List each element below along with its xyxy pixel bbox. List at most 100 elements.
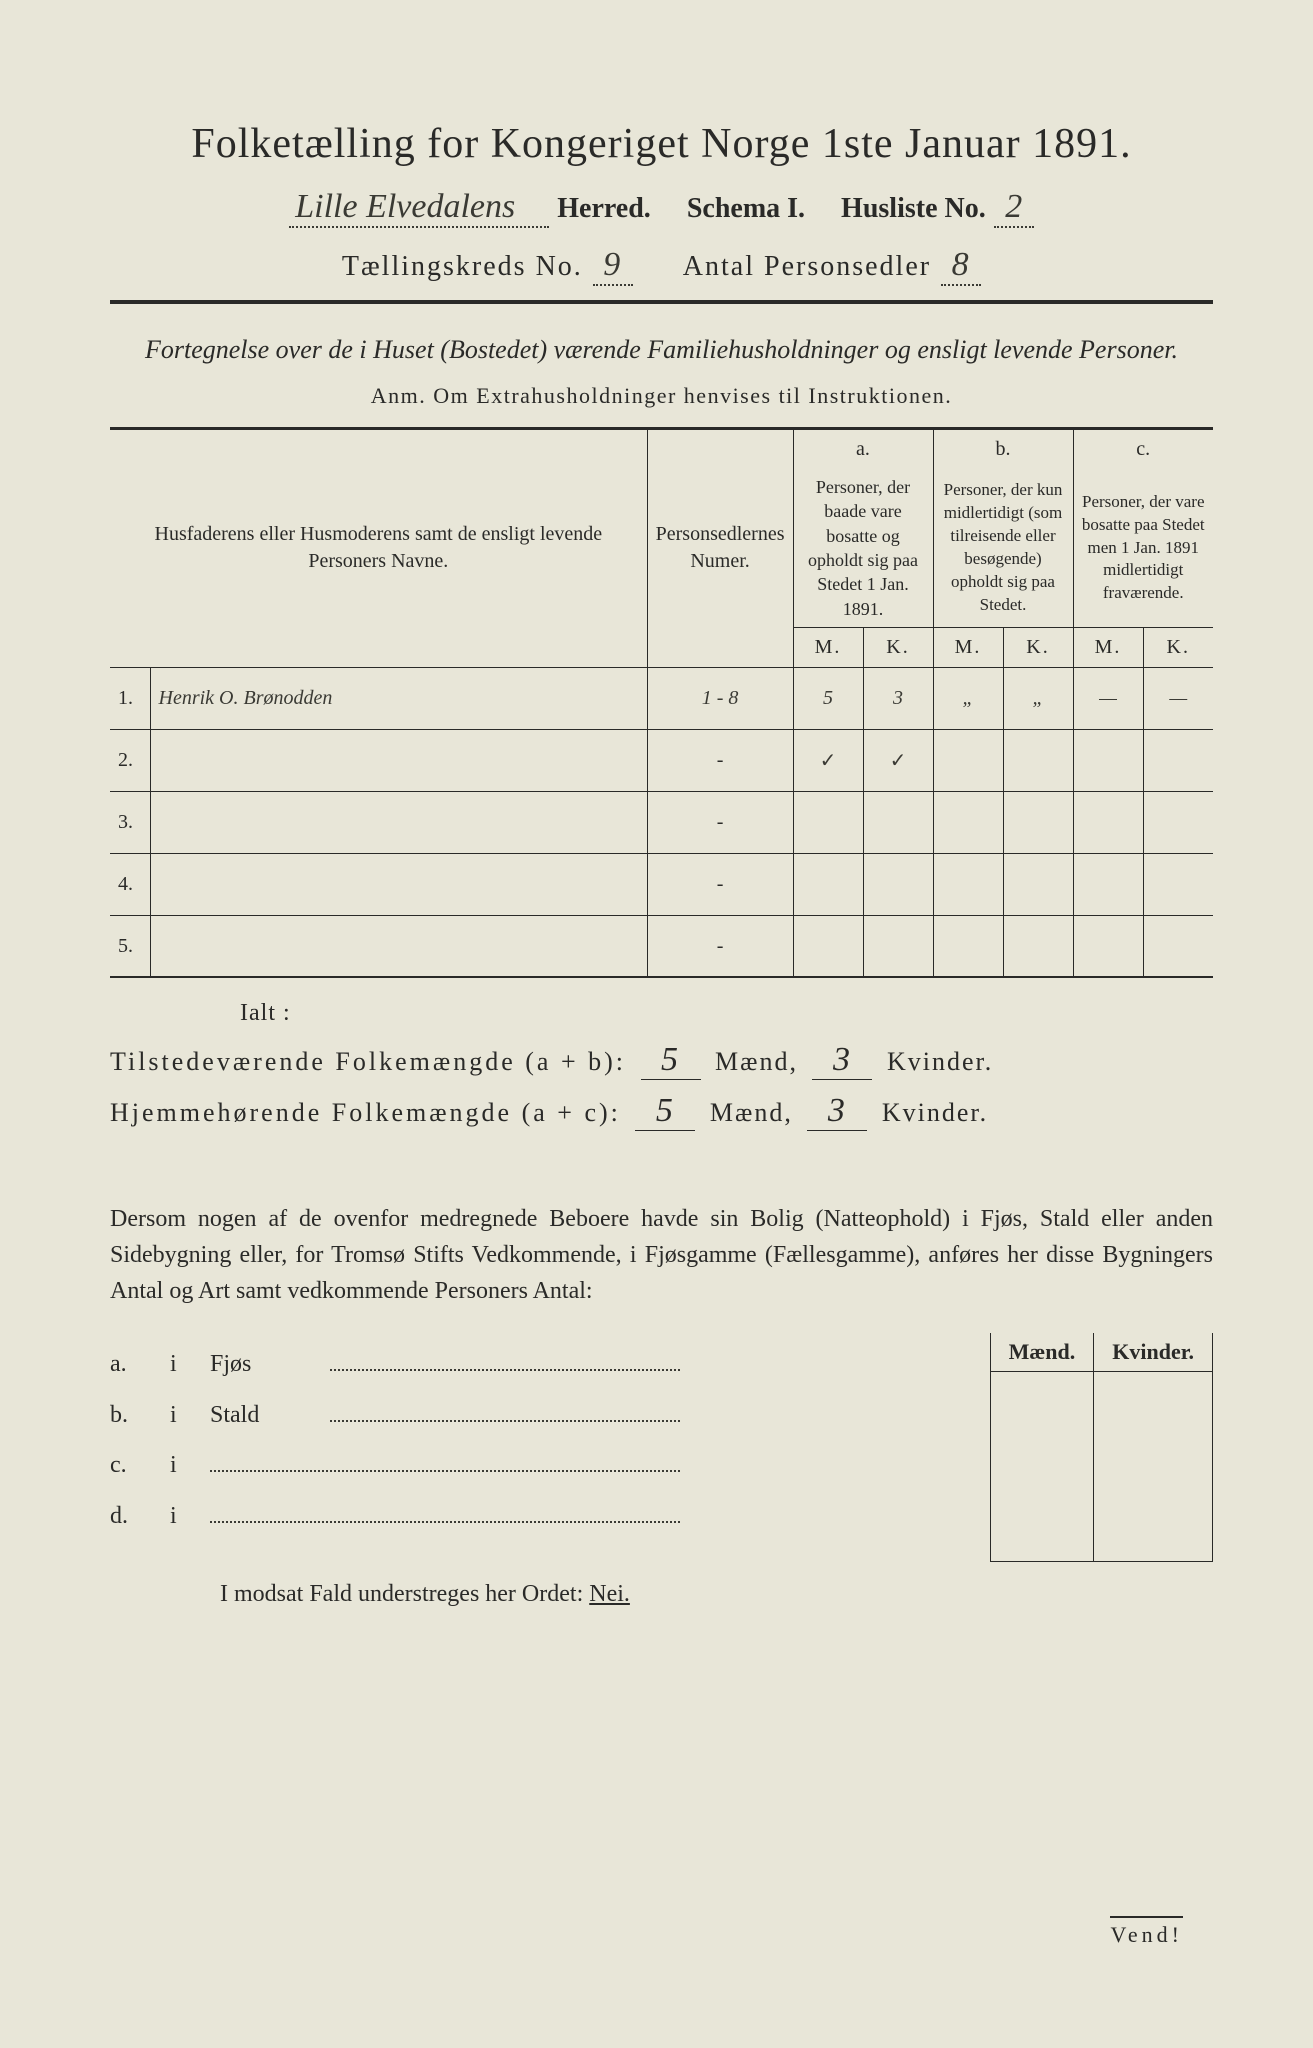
- divider-rule: [110, 300, 1213, 304]
- col-c-header: Personer, der vare bosatte paa Stedet me…: [1073, 469, 1213, 627]
- abcd-a: a.: [110, 1339, 170, 1389]
- nei-word: Nei.: [589, 1581, 630, 1607]
- row-num: 2.: [110, 729, 150, 791]
- a-m-cell: [793, 915, 863, 977]
- page-title: Folketælling for Kongeriget Norge 1ste J…: [110, 120, 1213, 168]
- col-a-header: Personer, der baade vare bosatte og opho…: [793, 469, 933, 627]
- c-m-cell: —: [1073, 667, 1143, 729]
- census-form-page: Folketælling for Kongeriget Norge 1ste J…: [0, 0, 1313, 2048]
- side-table: Mænd. Kvinder.: [990, 1333, 1213, 1562]
- row-num: 1.: [110, 667, 150, 729]
- col-b-k: K.: [1003, 627, 1073, 667]
- c-m-cell: [1073, 915, 1143, 977]
- hjemme-k: 3: [807, 1092, 867, 1131]
- name-cell: [150, 853, 647, 915]
- abcd-row-c: c. i: [110, 1440, 970, 1490]
- totals-hjemme: Hjemmehørende Folkemængde (a + c): 5 Mæn…: [110, 1092, 1213, 1131]
- b-m-cell: [933, 853, 1003, 915]
- col-c-k: K.: [1143, 627, 1213, 667]
- b-k-cell: [1003, 915, 1073, 977]
- c-k-cell: [1143, 915, 1213, 977]
- herred-value: Lille Elvedalens: [289, 188, 549, 228]
- c-k-cell: [1143, 853, 1213, 915]
- table-row: 4. -: [110, 853, 1213, 915]
- kvinder-label: Kvinder.: [882, 1098, 988, 1127]
- b-m-cell: [933, 915, 1003, 977]
- a-k-cell: [863, 915, 933, 977]
- abcd-row-a: a. i Fjøs: [110, 1339, 970, 1389]
- header-line-2: Tællingskreds No. 9 Antal Personsedler 8: [110, 246, 1213, 286]
- b-k-cell: [1003, 791, 1073, 853]
- col-b-m: M.: [933, 627, 1003, 667]
- b-k-cell: „: [1003, 667, 1073, 729]
- col-c-m: M.: [1073, 627, 1143, 667]
- a-m-cell: ✓: [793, 729, 863, 791]
- ialt-label: Ialt :: [240, 1000, 1213, 1027]
- col-b-label: b.: [933, 429, 1073, 470]
- name-cell: [150, 791, 647, 853]
- abcd-b: b.: [110, 1390, 170, 1440]
- herred-label: Herred.: [557, 193, 651, 225]
- name-cell: Henrik O. Brønodden: [150, 667, 647, 729]
- a-k-cell: 3: [863, 667, 933, 729]
- abcd-row-d: d. i: [110, 1491, 970, 1541]
- name-cell: [150, 729, 647, 791]
- pers-cell: -: [647, 853, 793, 915]
- tilstede-m: 5: [641, 1041, 701, 1080]
- pers-cell: -: [647, 791, 793, 853]
- antal-label: Antal Personsedler: [683, 251, 931, 283]
- name-cell: [150, 915, 647, 977]
- subtitle: Fortegnelse over de i Huset (Bostedet) v…: [110, 332, 1213, 367]
- c-m-cell: [1073, 729, 1143, 791]
- col-a-k: K.: [863, 627, 933, 667]
- abcd-row-b: b. i Stald: [110, 1390, 970, 1440]
- hjemme-label: Hjemmehørende Folkemængde (a + c):: [110, 1098, 621, 1128]
- anm-note: Anm. Om Extrahusholdninger henvises til …: [110, 383, 1213, 409]
- row-num: 3.: [110, 791, 150, 853]
- c-k-cell: —: [1143, 667, 1213, 729]
- dots: [330, 1408, 680, 1422]
- table-row: 1. Henrik O. Brønodden 1 - 8 5 3 „ „ — —: [110, 667, 1213, 729]
- hjemme-m: 5: [635, 1092, 695, 1131]
- col-pers-header: Personsedlernes Numer.: [647, 429, 793, 668]
- dots: [210, 1509, 680, 1523]
- pers-cell: 1 - 8: [647, 667, 793, 729]
- kvinder-label: Kvinder.: [887, 1047, 993, 1076]
- dots: [330, 1357, 680, 1371]
- dots: [210, 1458, 680, 1472]
- maend-label: Mænd,: [715, 1047, 798, 1076]
- antal-value: 8: [941, 246, 981, 286]
- maend-label: Mænd,: [710, 1098, 793, 1127]
- pers-cell: -: [647, 729, 793, 791]
- c-m-cell: [1073, 791, 1143, 853]
- abcd-c: c.: [110, 1440, 170, 1490]
- a-k-cell: [863, 853, 933, 915]
- table-body: 1. Henrik O. Brønodden 1 - 8 5 3 „ „ — —…: [110, 667, 1213, 977]
- a-k-cell: ✓: [863, 729, 933, 791]
- kreds-value: 9: [593, 246, 633, 286]
- b-k-cell: [1003, 729, 1073, 791]
- a-m-cell: [793, 791, 863, 853]
- side-maend: Mænd.: [990, 1333, 1094, 1372]
- kreds-label: Tællingskreds No.: [342, 251, 583, 283]
- abcd-i: i: [170, 1440, 210, 1490]
- paragraph: Dersom nogen af de ovenfor medregnede Be…: [110, 1201, 1213, 1309]
- abcd-i: i: [170, 1491, 210, 1541]
- totals-tilstede: Tilstedeværende Folkemængde (a + b): 5 M…: [110, 1041, 1213, 1080]
- side-kvinder: Kvinder.: [1094, 1333, 1213, 1372]
- row-num: 5.: [110, 915, 150, 977]
- totals-block: Tilstedeværende Folkemængde (a + b): 5 M…: [110, 1041, 1213, 1131]
- abcd-d: d.: [110, 1491, 170, 1541]
- abcd-i: i: [170, 1390, 210, 1440]
- col-name-header: Husfaderens eller Husmoderens samt de en…: [110, 429, 647, 668]
- b-m-cell: [933, 729, 1003, 791]
- c-k-cell: [1143, 791, 1213, 853]
- col-b-header: Personer, der kun midlertidigt (som tilr…: [933, 469, 1073, 627]
- table-row: 5. -: [110, 915, 1213, 977]
- c-m-cell: [1073, 853, 1143, 915]
- tilstede-label: Tilstedeværende Folkemængde (a + b):: [110, 1047, 626, 1077]
- col-c-label: c.: [1073, 429, 1213, 470]
- a-k-cell: [863, 791, 933, 853]
- a-m-cell: [793, 853, 863, 915]
- a-m-cell: 5: [793, 667, 863, 729]
